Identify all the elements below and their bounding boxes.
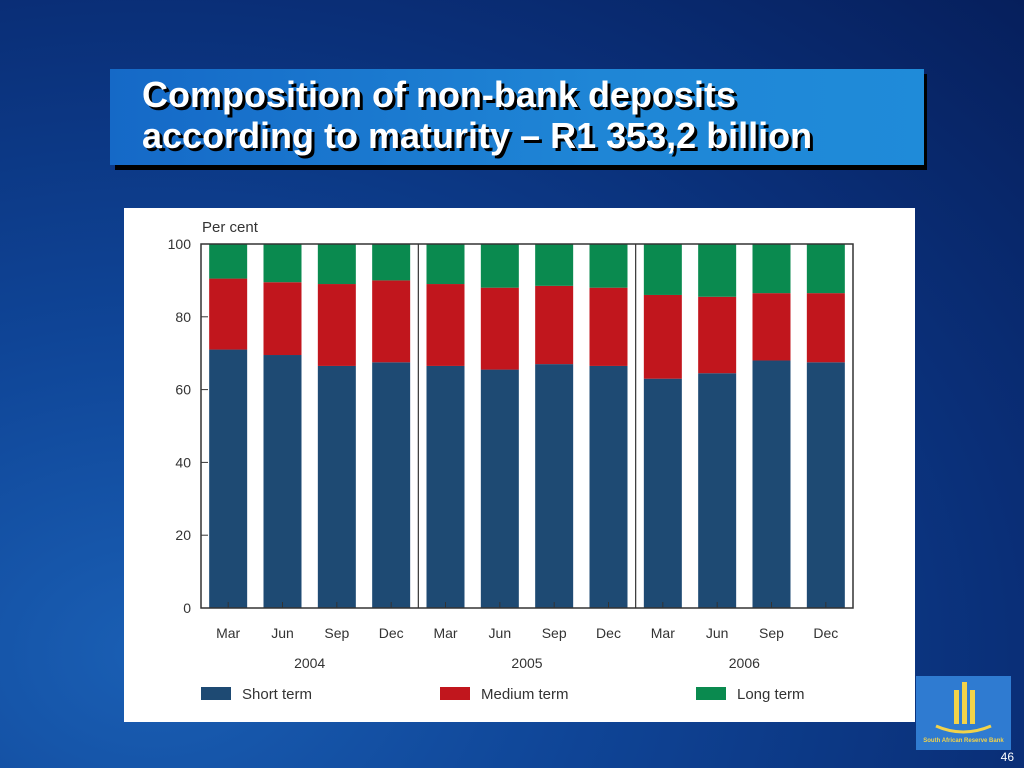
bar-short-term: [535, 364, 574, 608]
bar-short-term: [480, 369, 519, 608]
y-tick-label: 20: [175, 527, 191, 543]
bar-medium-term: [589, 287, 628, 366]
slide-title: Composition of non-bank deposits accordi…: [142, 74, 932, 156]
y-tick-label: 40: [175, 454, 191, 470]
bar-medium-term: [263, 282, 302, 356]
plot-frame: [200, 243, 854, 609]
reserve-bank-logo: South African Reserve Bank: [916, 676, 1011, 750]
bar-medium-term: [643, 294, 682, 379]
x-tick-label: Sep: [324, 625, 349, 641]
bar-short-term: [589, 365, 628, 608]
bar-short-term: [698, 373, 737, 608]
bar-long-term: [263, 244, 302, 283]
legend-label-medium-term: Medium term: [481, 686, 569, 703]
logo-text: South African Reserve Bank: [923, 738, 1004, 744]
bar-short-term: [806, 362, 845, 608]
bar-short-term: [426, 365, 465, 608]
bar-medium-term: [752, 293, 791, 361]
bar-medium-term: [426, 284, 465, 366]
y-tick-label: 0: [183, 600, 191, 616]
bar-long-term: [589, 244, 628, 288]
bar-long-term: [698, 244, 737, 297]
chart-panel: Per cent 0 20 40 60 80 100 Mar Jun Sep Dec Mar Jun Se…: [124, 208, 915, 722]
bar-long-term: [480, 244, 519, 288]
bar-long-term: [643, 244, 682, 295]
bar-medium-term: [372, 280, 411, 363]
title-box: [110, 69, 924, 165]
legend-label-short-term: Short term: [242, 686, 312, 703]
bar-long-term: [372, 244, 411, 281]
bar-medium-term: [480, 287, 519, 370]
year-label: 2005: [511, 655, 542, 671]
bar-long-term: [209, 244, 248, 279]
bar-medium-term: [535, 285, 574, 365]
bar-medium-term: [209, 278, 248, 350]
x-tick-label: Mar: [216, 625, 240, 641]
legend-label-long-term: Long term: [737, 686, 805, 703]
legend-swatch-long-term: [696, 687, 726, 700]
y-tick-label: 60: [175, 382, 191, 398]
x-tick-label: Jun: [489, 625, 512, 641]
y-axis-title: Per cent: [202, 219, 259, 236]
x-tick-label: Mar: [651, 625, 675, 641]
y-tick-label: 80: [175, 309, 191, 325]
logo-emblem-icon: [935, 682, 992, 734]
x-tick-label: Jun: [706, 625, 729, 641]
page-number: 46: [1000, 750, 1014, 764]
x-tick-label: Mar: [433, 625, 457, 641]
bar-long-term: [426, 244, 465, 285]
bar-short-term: [209, 349, 248, 608]
x-tick-label: Dec: [813, 625, 838, 641]
slide-title-line-1: Composition of non-bank deposits: [142, 74, 736, 115]
bar-long-term: [535, 244, 574, 286]
year-label: 2006: [729, 655, 760, 671]
bar-short-term: [643, 378, 682, 608]
x-tick-label: Dec: [379, 625, 404, 641]
x-tick-label: Sep: [759, 625, 784, 641]
slide-title-line-2: according to maturity – R1 353,2 billion: [142, 115, 813, 156]
bar-short-term: [752, 360, 791, 608]
bar-long-term: [806, 244, 845, 294]
x-tick-label: Jun: [271, 625, 294, 641]
bar-short-term: [372, 362, 411, 608]
bar-medium-term: [698, 296, 737, 374]
legend-swatch-short-term: [201, 687, 231, 700]
stacked-bar-chart: Per cent 0 20 40 60 80 100 Mar Jun Sep Dec Mar Jun Se…: [168, 219, 854, 703]
bar-medium-term: [806, 293, 845, 363]
bar-medium-term: [317, 284, 356, 366]
year-label: 2004: [294, 655, 325, 671]
x-tick-label: Dec: [596, 625, 621, 641]
bar-short-term: [263, 355, 302, 608]
legend-swatch-medium-term: [440, 687, 470, 700]
x-tick-label: Sep: [542, 625, 567, 641]
bar-long-term: [752, 244, 791, 294]
bar-short-term: [317, 365, 356, 608]
y-tick-label: 100: [168, 236, 192, 252]
bar-long-term: [317, 244, 356, 285]
